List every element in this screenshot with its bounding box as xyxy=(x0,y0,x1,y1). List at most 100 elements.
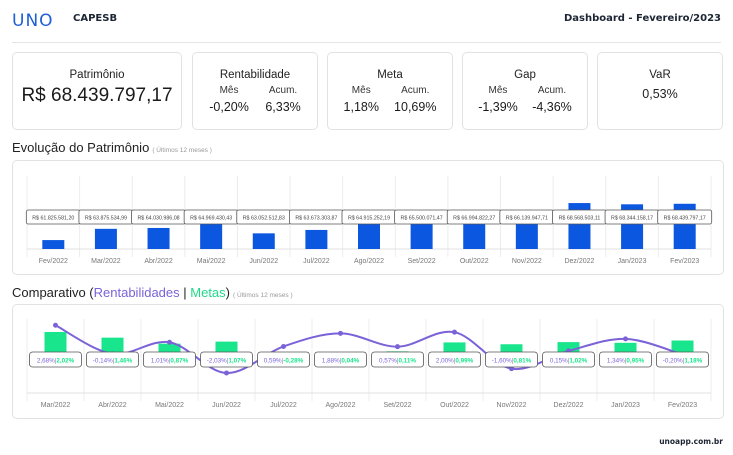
data-label: R$ 64.969.430,43 xyxy=(190,216,232,222)
label-sep: | xyxy=(340,358,342,365)
x-tick-label: Fev/2023 xyxy=(670,258,699,265)
label-meta: 1,07% xyxy=(228,358,246,365)
comparativo-title-suffix: ) xyxy=(225,285,231,300)
card-patrimonio: Patrimônio R$ 68.439.797,17 xyxy=(12,52,182,130)
label-sep: | xyxy=(397,358,399,365)
data-label: R$ 61.825.581,20 xyxy=(32,216,74,222)
rentabilidade-point xyxy=(167,339,172,345)
data-label-box xyxy=(428,351,481,368)
rentabilidade-point xyxy=(281,343,286,349)
label-rent: 0,15% xyxy=(550,358,568,365)
x-tick-label: Mar/2022 xyxy=(91,258,121,265)
x-tick-label: Out/2022 xyxy=(440,402,469,409)
rentabilidade-acum: 6,33% xyxy=(265,100,301,114)
header: UNO CAPESB Dashboard - Fevereiro/2023 xyxy=(12,0,721,43)
gap-acum: -4,36% xyxy=(532,100,572,114)
dashboard-title: Dashboard - Fevereiro/2023 xyxy=(563,13,721,24)
label-rent: 1,88% xyxy=(322,358,340,365)
meta-bar xyxy=(44,331,67,353)
rentabilidade-point xyxy=(53,322,58,328)
data-label-box xyxy=(257,351,310,368)
x-tick-label: Nov/2022 xyxy=(512,258,542,265)
data-label: 1,01%|0,87% xyxy=(151,358,189,365)
card-title: Gap xyxy=(514,69,536,81)
client-name: CAPESB xyxy=(73,13,118,24)
acum-label: Acum. xyxy=(537,85,567,96)
comparativo-chart: Mar/2022 Abr/2022 Mai/2022 Jun/2022 Jul/2022… xyxy=(26,319,712,409)
label-meta: 0,04% xyxy=(341,358,359,365)
label-meta: 0,95% xyxy=(626,358,644,365)
bar xyxy=(94,228,117,249)
data-label: -0,20%|1,18% xyxy=(663,358,703,365)
data-label-box xyxy=(657,209,713,225)
x-tick-label: Ago/2022 xyxy=(354,258,384,265)
label-meta: -0,28% xyxy=(283,358,303,365)
data-label: 1,34%|0,95% xyxy=(607,358,645,365)
x-tick-label: Fev/2022 xyxy=(39,258,68,265)
card-var: VaR 0,53% xyxy=(597,52,723,130)
label-meta: 1,46% xyxy=(114,358,132,365)
meta-bar xyxy=(614,342,637,353)
acum-label: Acum. xyxy=(401,85,430,96)
label-rent: -1,60% xyxy=(492,358,512,365)
bar xyxy=(305,229,328,249)
label-meta: 2,02% xyxy=(56,358,74,365)
card-title: VaR xyxy=(649,69,671,81)
data-label-box xyxy=(371,351,424,368)
label-rent: 2,00% xyxy=(436,358,454,365)
data-label-box xyxy=(485,351,538,368)
x-tick-label: Abr/2022 xyxy=(144,258,173,265)
data-label: R$ 64.915.252,19 xyxy=(348,216,390,222)
data-label: R$ 66.139.947,71 xyxy=(506,216,548,222)
label-sep: | xyxy=(282,358,284,365)
meta-bar xyxy=(443,342,466,353)
data-label: -0,14%|1,46% xyxy=(93,358,133,365)
bar xyxy=(200,222,223,249)
data-label: R$ 65.500.071,47 xyxy=(401,216,443,222)
x-tick-label: Mar/2022 xyxy=(41,402,71,409)
meta-acum: 10,69% xyxy=(394,100,437,114)
label-meta: 0,81% xyxy=(513,358,531,365)
comparativo-title: Comparativo (Rentabilidades | Metas)( Úl… xyxy=(12,285,293,300)
label-rent: 1,34% xyxy=(607,358,625,365)
meta-mes: 1,18% xyxy=(343,100,379,114)
label-meta: 1,02% xyxy=(569,358,587,365)
x-tick-label: Jul/2022 xyxy=(270,402,297,409)
label-rent: -2,03% xyxy=(207,358,227,365)
data-label: R$ 68.568.503,11 xyxy=(559,216,601,222)
meta-bar xyxy=(671,340,694,353)
label-sep: | xyxy=(169,358,171,365)
rentabilidade-point xyxy=(395,344,400,350)
var-value: 0,53% xyxy=(642,87,678,101)
x-tick-label: Out/2022 xyxy=(460,258,489,265)
data-label: 0,59%|-0,28% xyxy=(264,358,304,365)
label-rent: 2,68% xyxy=(37,358,55,365)
label-sep: | xyxy=(625,358,627,365)
gap-mes: -1,39% xyxy=(478,100,518,114)
data-label: R$ 68.344.158,17 xyxy=(611,216,653,222)
rentabilidade-point xyxy=(338,330,343,336)
data-label-box xyxy=(143,351,196,368)
data-label: -1,60%|0,81% xyxy=(492,358,532,365)
data-label-box xyxy=(542,351,595,368)
label-rent: 1,01% xyxy=(151,358,169,365)
meta-bar xyxy=(557,342,580,353)
mes-label: Mês xyxy=(351,85,371,96)
x-tick-label: Dez/2022 xyxy=(564,258,594,265)
x-tick-label: Mai/2022 xyxy=(155,402,184,409)
bar xyxy=(515,216,538,249)
data-label: -2,03%|1,07% xyxy=(207,358,247,365)
x-tick-label: Jun/2022 xyxy=(249,258,278,265)
label-rent: 0,59% xyxy=(264,358,282,365)
legend-separator: | xyxy=(179,285,191,300)
acum-label: Acum. xyxy=(268,85,298,96)
x-tick-label: Jun/2022 xyxy=(212,402,241,409)
label-sep: | xyxy=(113,358,115,365)
meta-bar xyxy=(158,343,181,353)
bar xyxy=(252,233,275,249)
data-label: R$ 63.875.534,99 xyxy=(85,216,127,222)
x-tick-label: Nov/2022 xyxy=(497,402,527,409)
label-rent: 0,57% xyxy=(379,358,397,365)
comparativo-subtitle: ( Últimos 12 meses ) xyxy=(233,292,293,299)
data-label: 1,88%|0,04% xyxy=(322,358,360,365)
